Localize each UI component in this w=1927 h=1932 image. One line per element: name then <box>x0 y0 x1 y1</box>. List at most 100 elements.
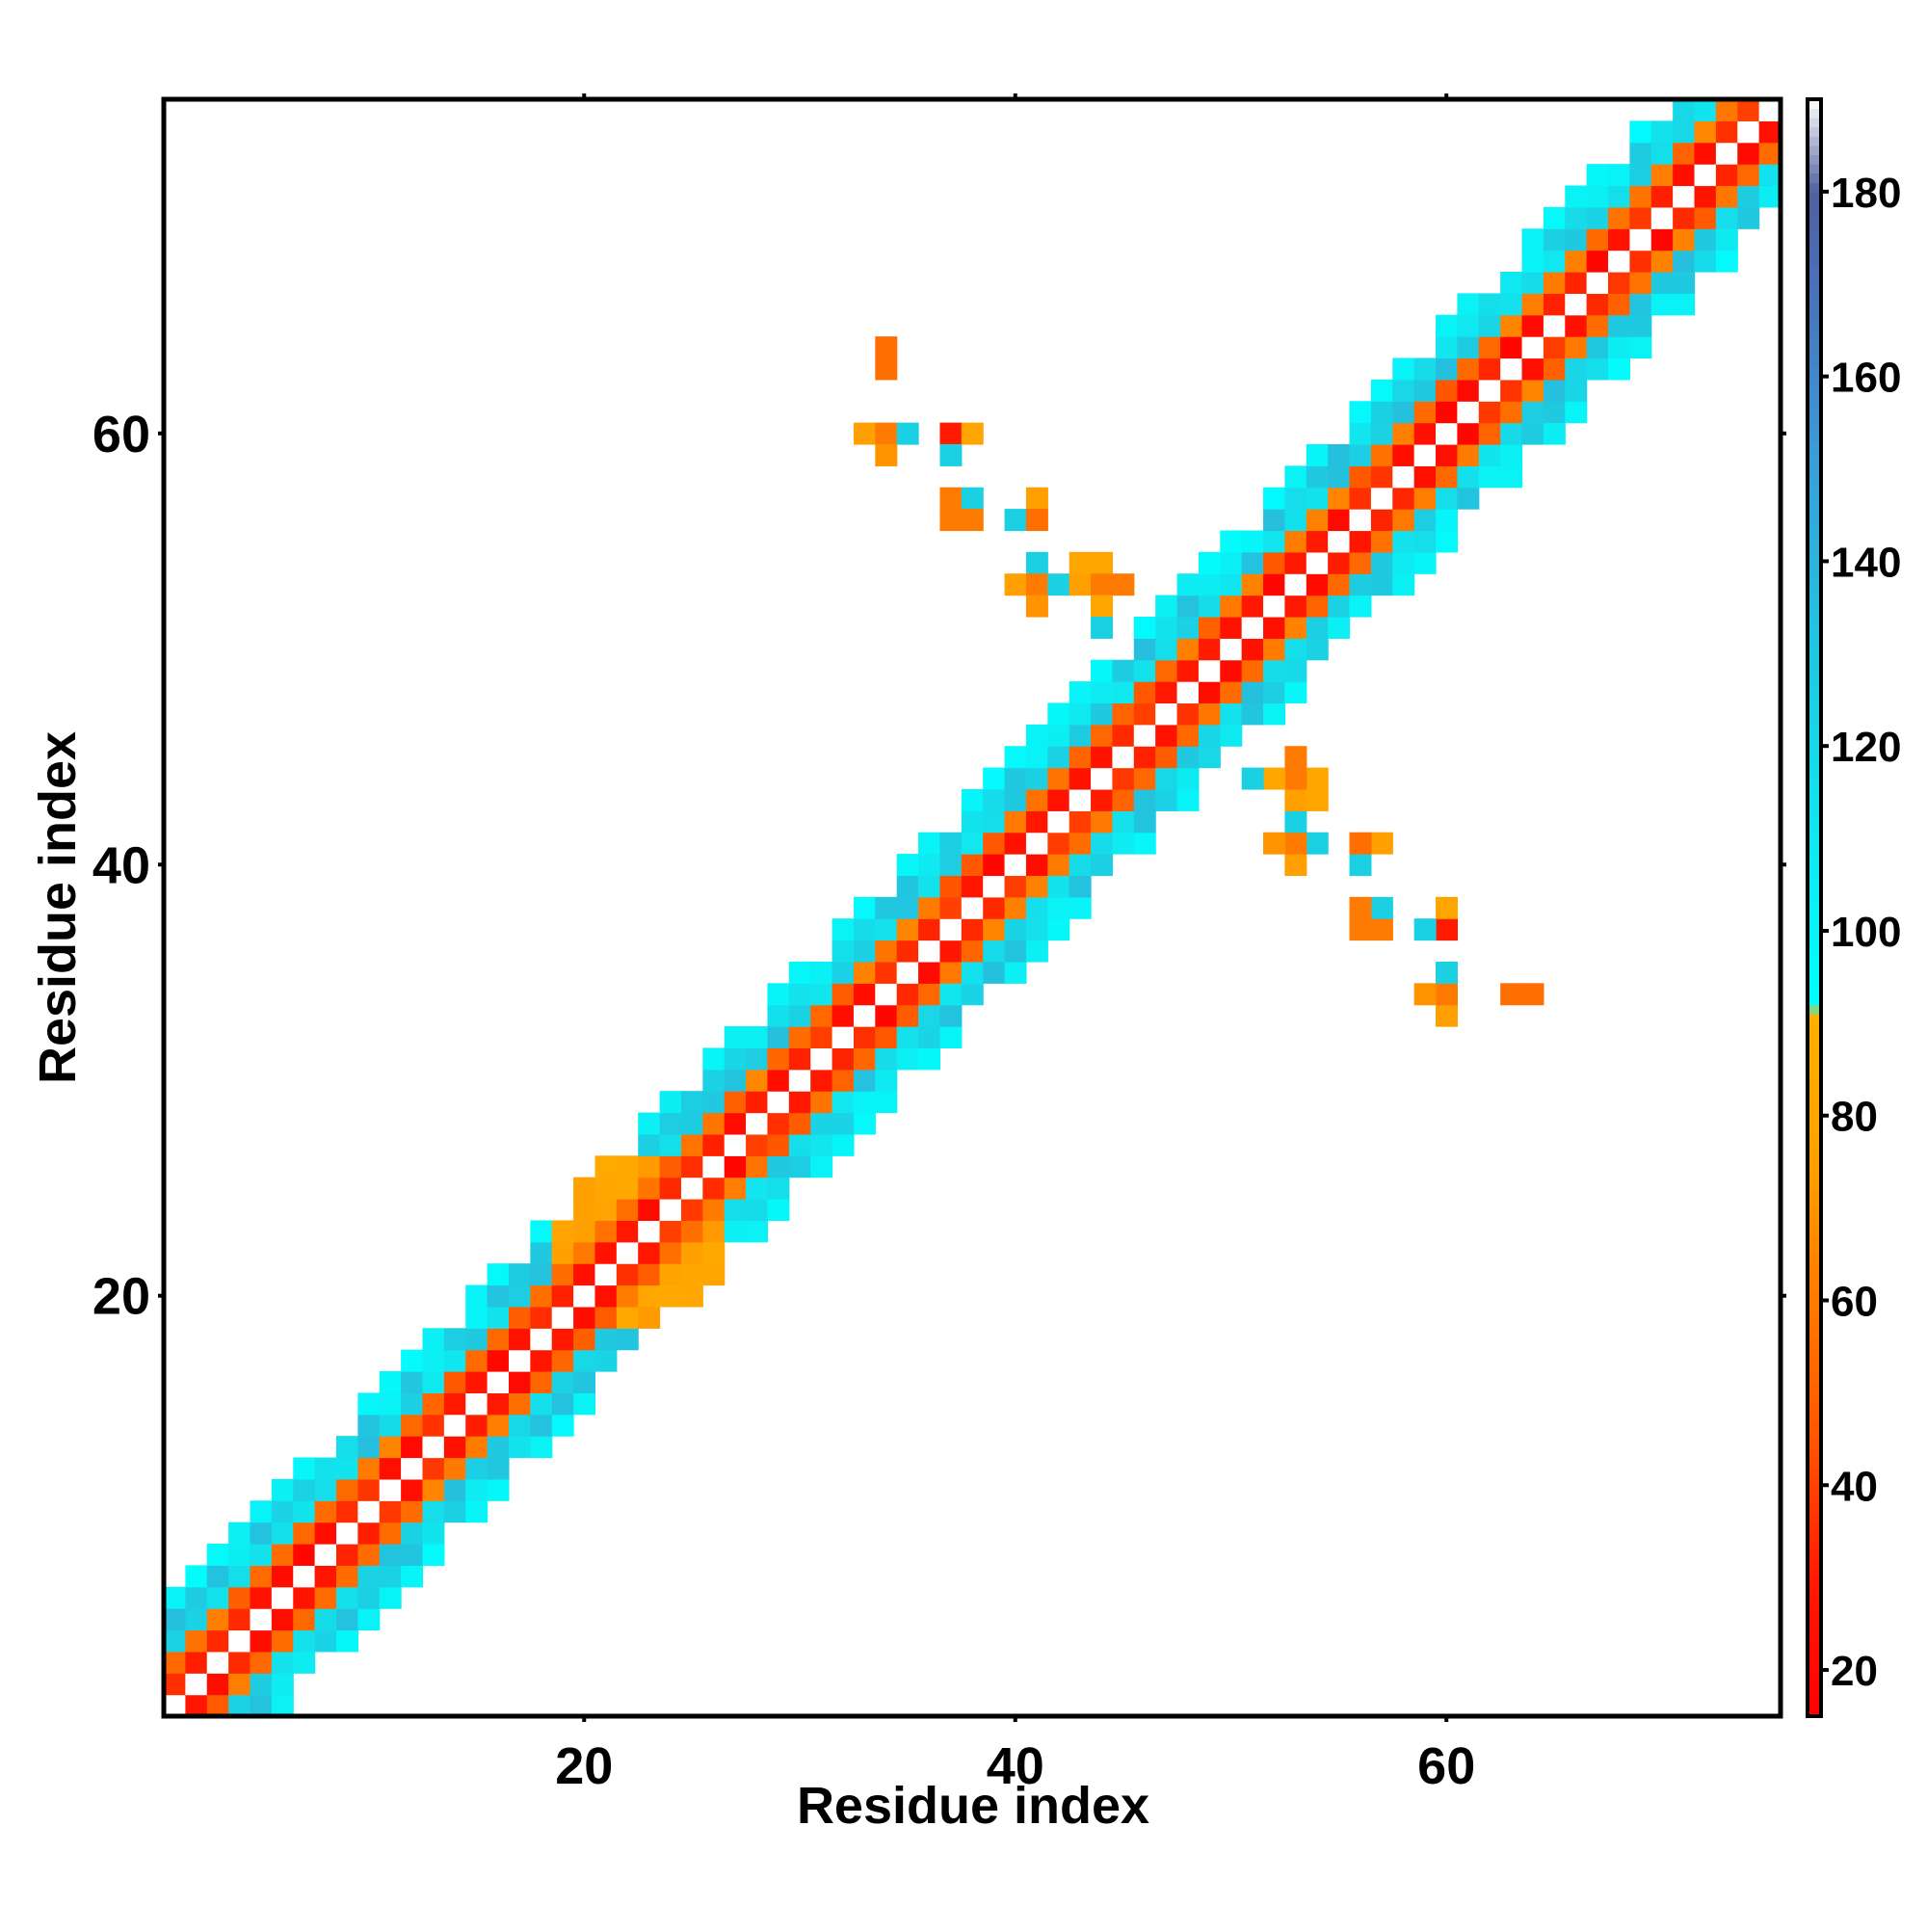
heatmap-cell <box>1457 465 1480 489</box>
heatmap-cell <box>961 832 984 855</box>
heatmap-cell <box>1025 595 1048 618</box>
heatmap-cell <box>314 1586 337 1609</box>
colorbar-segment <box>1808 108 1821 119</box>
heatmap-cell <box>293 1565 316 1588</box>
heatmap-cell <box>1047 724 1070 747</box>
heatmap-cell <box>659 1284 682 1308</box>
heatmap-cell <box>465 1457 488 1480</box>
heatmap-cell <box>896 1047 919 1071</box>
heatmap-cell <box>1436 530 1458 553</box>
heatmap-cell <box>508 1436 531 1459</box>
heatmap-cell <box>1133 746 1156 769</box>
heatmap-cell <box>465 1284 488 1308</box>
heatmap-cell <box>1565 206 1588 229</box>
heatmap-cell <box>702 1241 726 1264</box>
heatmap-cell <box>1306 595 1329 618</box>
heatmap-cell <box>1478 379 1501 402</box>
heatmap-cell <box>680 1112 703 1135</box>
heatmap-cell <box>1112 681 1135 704</box>
colorbar-segment <box>1808 1401 1821 1413</box>
heatmap-cell <box>810 1155 833 1178</box>
heatmap-cell <box>1673 185 1696 208</box>
heatmap-cell <box>1521 293 1544 316</box>
heatmap-cell <box>896 940 919 963</box>
heatmap-cell <box>1284 595 1307 618</box>
heatmap-cell <box>293 1608 316 1631</box>
heatmap-cell <box>983 875 1006 898</box>
colorbar-segment <box>1808 551 1821 562</box>
colorbar-segment <box>1808 1263 1821 1274</box>
heatmap-cell <box>422 1436 445 1459</box>
heatmap-cell <box>1629 120 1652 144</box>
heatmap-cell <box>1198 681 1221 704</box>
colorbar-segment <box>1808 1549 1821 1560</box>
heatmap-cell <box>1176 788 1200 811</box>
colorbar-segment <box>1808 708 1821 719</box>
heatmap-cell <box>357 1608 381 1631</box>
heatmap-cell <box>1500 422 1523 445</box>
heatmap-cell <box>1284 767 1307 790</box>
heatmap-cell <box>1521 379 1544 402</box>
colorbar-segment <box>1808 1199 1821 1209</box>
heatmap-cell <box>724 1133 747 1156</box>
colorbar-tick-label: 80 <box>1831 1094 1878 1141</box>
heatmap-cell <box>1241 659 1264 682</box>
heatmap-cell <box>465 1306 488 1329</box>
heatmap-cell <box>1220 702 1243 726</box>
heatmap-cell <box>1047 767 1070 790</box>
colorbar: 20 40 60 80 100 120 140 160 180 <box>1806 97 1901 1718</box>
heatmap-cell <box>573 1241 596 1264</box>
heatmap-cell <box>788 1112 811 1135</box>
heatmap-cell <box>896 854 919 877</box>
heatmap-cell <box>1737 99 1760 121</box>
heatmap-cell <box>1306 465 1329 489</box>
heatmap-cell <box>659 1177 682 1200</box>
heatmap-cell <box>508 1284 531 1308</box>
heatmap-cell <box>1392 509 1415 532</box>
colorbar-segment <box>1808 1143 1821 1153</box>
colorbar-segment <box>1808 172 1821 183</box>
heatmap-cell <box>961 940 984 963</box>
heatmap-cell <box>594 1199 618 1222</box>
heatmap-cell <box>1112 573 1135 596</box>
heatmap-cell <box>1220 724 1243 747</box>
heatmap-cell <box>1608 206 1630 229</box>
heatmap-cell <box>961 487 984 510</box>
heatmap-cell <box>638 1177 661 1200</box>
heatmap-cell <box>379 1522 402 1545</box>
heatmap-cell <box>896 983 919 1006</box>
colorbar-segment <box>1808 1697 1821 1707</box>
heatmap-cell <box>1047 788 1070 811</box>
x-axis-label: Residue index <box>797 1777 1149 1835</box>
colorbar-segment <box>1808 515 1821 525</box>
heatmap-cell <box>1133 810 1156 834</box>
y-axis-label: Residue index <box>29 731 87 1084</box>
colorbar-segment <box>1808 468 1821 479</box>
colorbar-segment <box>1808 570 1821 581</box>
colorbar-segment <box>1808 1179 1821 1190</box>
heatmap-cell <box>896 918 919 941</box>
heatmap-cell <box>1370 573 1393 596</box>
heatmap-cell <box>1392 551 1415 574</box>
colorbar-segment <box>1808 265 1821 276</box>
heatmap-cell <box>1521 983 1544 1006</box>
colorbar-segment <box>1808 718 1821 728</box>
heatmap-cell <box>918 832 941 855</box>
colorbar-segment <box>1808 662 1821 673</box>
heatmap-cell <box>293 1544 316 1566</box>
heatmap-cell <box>1198 638 1221 661</box>
heatmap-cell <box>1370 422 1393 445</box>
heatmap-cell <box>573 1284 596 1308</box>
heatmap-cell <box>1241 767 1264 790</box>
colorbar-segment <box>1808 1364 1821 1375</box>
heatmap-cell <box>1025 854 1048 877</box>
heatmap-cell <box>1004 961 1027 984</box>
heatmap-cell <box>1112 810 1135 834</box>
colorbar-segment <box>1808 459 1821 470</box>
heatmap-cell <box>1176 724 1200 747</box>
heatmap-cell <box>939 422 963 445</box>
heatmap-cell <box>551 1371 574 1393</box>
heatmap-cell <box>1737 120 1760 144</box>
heatmap-cell <box>746 1199 769 1222</box>
heatmap-cell <box>832 1091 855 1114</box>
